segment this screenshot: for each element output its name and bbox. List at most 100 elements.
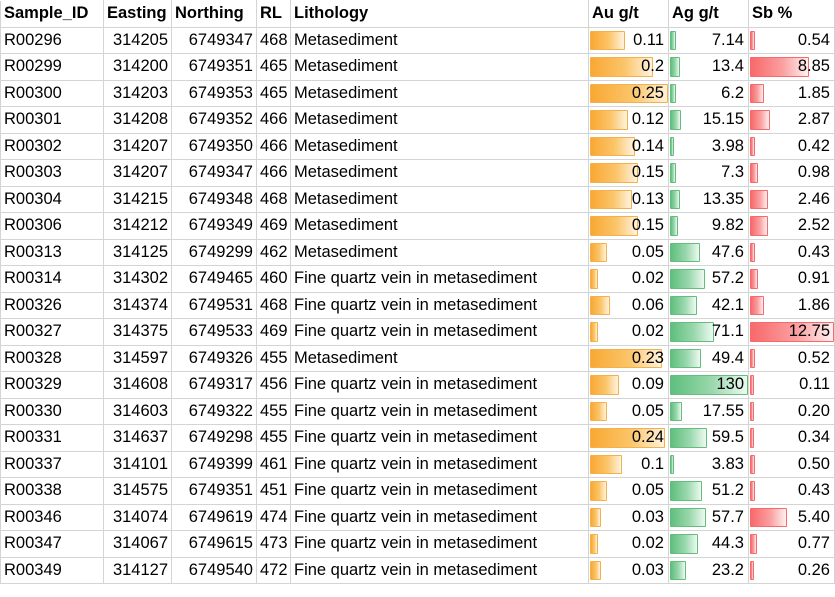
cell-northing[interactable]: 6749615 [171,530,257,558]
cell-easting[interactable]: 314603 [103,397,172,425]
cell-ag[interactable]: 71.1 [668,318,749,346]
cell-au[interactable]: 0.11 [588,26,669,54]
cell-sample-id[interactable]: R00314 [0,265,104,293]
cell-easting[interactable]: 314208 [103,106,172,134]
cell-sample-id[interactable]: R00301 [0,106,104,134]
cell-easting[interactable]: 314205 [103,26,172,54]
cell-sample-id[interactable]: R00329 [0,371,104,399]
cell-sb[interactable]: 1.86 [748,291,835,319]
cell-ag[interactable]: 42.1 [668,291,749,319]
cell-sb[interactable]: 8.85 [748,53,835,81]
cell-rl[interactable]: 469 [256,212,291,240]
cell-ag[interactable]: 57.7 [668,503,749,531]
cell-rl[interactable]: 456 [256,371,291,399]
cell-rl[interactable]: 466 [256,132,291,160]
cell-rl[interactable]: 455 [256,424,291,452]
cell-lithology[interactable]: Metasediment [290,238,589,266]
cell-sb[interactable]: 2.87 [748,106,835,134]
cell-sb[interactable]: 0.42 [748,132,835,160]
table-row[interactable]: R00330 314603 6749322 455 Fine quartz vein i… [0,397,835,425]
cell-ag[interactable]: 6.2 [668,79,749,107]
cell-rl[interactable]: 462 [256,238,291,266]
table-row[interactable]: R00314 314302 6749465 460 Fine quartz vein i… [0,265,835,293]
table-row[interactable]: R00303 314207 6749347 466 Metasediment 0.15 7.… [0,159,835,187]
cell-easting[interactable]: 314125 [103,238,172,266]
cell-au[interactable]: 0.12 [588,106,669,134]
cell-rl[interactable]: 468 [256,185,291,213]
cell-sample-id[interactable]: R00304 [0,185,104,213]
cell-au[interactable]: 0.03 [588,556,669,584]
cell-easting[interactable]: 314074 [103,503,172,531]
cell-au[interactable]: 0.1 [588,450,669,478]
cell-easting[interactable]: 314302 [103,265,172,293]
cell-northing[interactable]: 6749298 [171,424,257,452]
cell-northing[interactable]: 6749348 [171,185,257,213]
cell-ag[interactable]: 130 [668,371,749,399]
cell-rl[interactable]: 468 [256,26,291,54]
cell-easting[interactable]: 314637 [103,424,172,452]
cell-ag[interactable]: 3.83 [668,450,749,478]
cell-lithology[interactable]: Fine quartz vein in metasediment [290,556,589,584]
cell-au[interactable]: 0.15 [588,159,669,187]
cell-lithology[interactable]: Fine quartz vein in metasediment [290,450,589,478]
cell-easting[interactable]: 314212 [103,212,172,240]
cell-rl[interactable]: 461 [256,450,291,478]
cell-ag[interactable]: 17.55 [668,397,749,425]
cell-au[interactable]: 0.05 [588,397,669,425]
cell-ag[interactable]: 47.6 [668,238,749,266]
cell-sample-id[interactable]: R00328 [0,344,104,372]
cell-rl[interactable]: 474 [256,503,291,531]
cell-au[interactable]: 0.15 [588,212,669,240]
cell-sample-id[interactable]: R00313 [0,238,104,266]
cell-lithology[interactable]: Metasediment [290,79,589,107]
cell-rl[interactable]: 465 [256,79,291,107]
cell-sample-id[interactable]: R00296 [0,26,104,54]
cell-sb[interactable]: 0.54 [748,26,835,54]
cell-au[interactable]: 0.05 [588,477,669,505]
cell-lithology[interactable]: Metasediment [290,212,589,240]
table-row[interactable]: R00304 314215 6749348 468 Metasediment 0.13 13… [0,185,835,213]
cell-rl[interactable]: 455 [256,397,291,425]
cell-lithology[interactable]: Metasediment [290,53,589,81]
cell-easting[interactable]: 314597 [103,344,172,372]
table-row[interactable]: R00326 314374 6749531 468 Fine quartz vein i… [0,291,835,319]
cell-easting[interactable]: 314375 [103,318,172,346]
cell-northing[interactable]: 6749349 [171,212,257,240]
cell-ag[interactable]: 44.3 [668,530,749,558]
table-row[interactable]: R00347 314067 6749615 473 Fine quartz vein i… [0,530,835,558]
cell-northing[interactable]: 6749351 [171,53,257,81]
cell-easting[interactable]: 314127 [103,556,172,584]
cell-au[interactable]: 0.13 [588,185,669,213]
table-row[interactable]: R00302 314207 6749350 466 Metasediment 0.14 3.… [0,132,835,160]
cell-sb[interactable]: 0.11 [748,371,835,399]
table-row[interactable]: R00346 314074 6749619 474 Fine quartz vein i… [0,503,835,531]
cell-sb[interactable]: 5.40 [748,503,835,531]
cell-easting[interactable]: 314575 [103,477,172,505]
cell-au[interactable]: 0.02 [588,530,669,558]
cell-northing[interactable]: 6749347 [171,159,257,187]
cell-ag[interactable]: 13.35 [668,185,749,213]
cell-sb[interactable]: 0.43 [748,238,835,266]
cell-lithology[interactable]: Fine quartz vein in metasediment [290,424,589,452]
cell-sample-id[interactable]: R00306 [0,212,104,240]
cell-northing[interactable]: 6749326 [171,344,257,372]
cell-easting[interactable]: 314203 [103,79,172,107]
cell-sb[interactable]: 0.50 [748,450,835,478]
cell-northing[interactable]: 6749322 [171,397,257,425]
table-row[interactable]: R00300 314203 6749353 465 Metasediment 0.25 6.… [0,79,835,107]
cell-rl[interactable]: 473 [256,530,291,558]
cell-northing[interactable]: 6749353 [171,79,257,107]
cell-sample-id[interactable]: R00330 [0,397,104,425]
cell-rl[interactable]: 460 [256,265,291,293]
cell-lithology[interactable]: Metasediment [290,344,589,372]
cell-easting[interactable]: 314207 [103,159,172,187]
cell-sample-id[interactable]: R00331 [0,424,104,452]
cell-northing[interactable]: 6749352 [171,106,257,134]
cell-sb[interactable]: 1.85 [748,79,835,107]
table-row[interactable]: R00313 314125 6749299 462 Metasediment 0.05 47… [0,238,835,266]
table-row[interactable]: R00328 314597 6749326 455 Metasediment 0.23 49… [0,344,835,372]
cell-ag[interactable]: 51.2 [668,477,749,505]
table-row[interactable]: R00349 314127 6749540 472 Fine quartz vein i… [0,556,835,584]
cell-sb[interactable]: 2.52 [748,212,835,240]
cell-au[interactable]: 0.24 [588,424,669,452]
